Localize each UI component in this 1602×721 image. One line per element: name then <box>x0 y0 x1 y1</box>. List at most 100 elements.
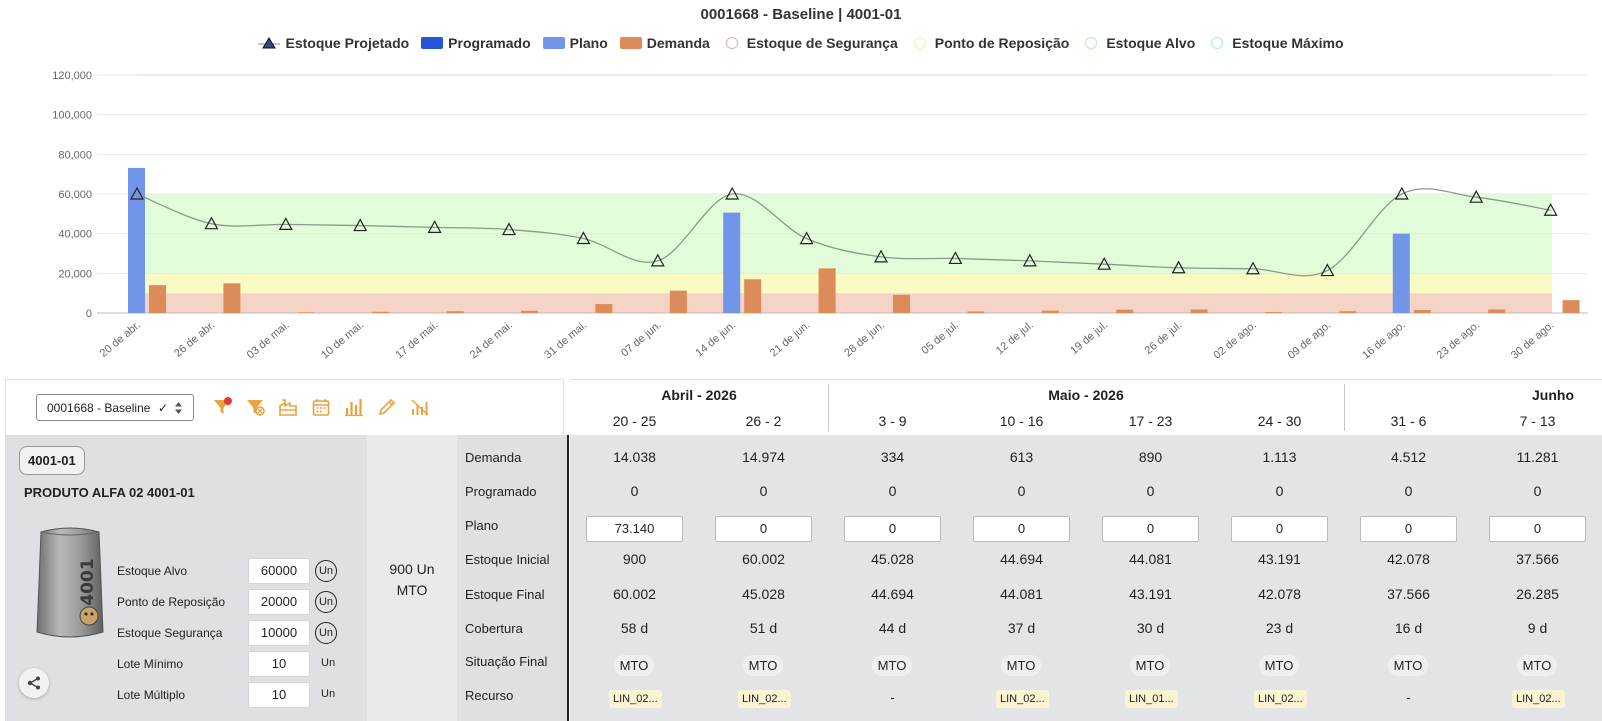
plano-input[interactable]: 0 <box>1231 516 1328 542</box>
param-input[interactable]: 10000 <box>248 620 310 646</box>
resource-empty: - <box>1406 690 1411 705</box>
share-button[interactable] <box>19 668 49 698</box>
legend-item-5[interactable]: Ponto de Reposição <box>910 35 1069 51</box>
legend-item-7[interactable]: Estoque Máximo <box>1207 35 1344 51</box>
bar-chart-button[interactable] <box>343 396 365 418</box>
bar-demanda[interactable] <box>967 311 985 313</box>
y-tick-label: 0 <box>86 308 92 320</box>
point-estoque-projetado[interactable] <box>1245 261 1261 275</box>
point-estoque-projetado[interactable] <box>1543 203 1558 216</box>
point-estoque-projetado[interactable] <box>1097 256 1112 270</box>
point-estoque-projetado[interactable] <box>1022 253 1037 267</box>
bar-demanda[interactable] <box>1116 309 1134 313</box>
scenario-select[interactable]: 0001668 - Baseline ✓ <box>36 394 194 421</box>
calendar-button[interactable] <box>310 396 332 418</box>
param-input[interactable]: 10 <box>248 682 310 708</box>
point-estoque-projetado[interactable] <box>1394 186 1409 200</box>
pencil-button[interactable] <box>376 396 398 418</box>
plano-input[interactable]: 0 <box>1489 516 1586 542</box>
param-input[interactable]: 10 <box>248 651 310 677</box>
resource-chip[interactable]: LIN_02... <box>738 690 791 708</box>
plano-input[interactable]: 0 <box>715 516 812 542</box>
x-tick-label: 10 de mai. <box>319 319 366 361</box>
plano-input[interactable]: 0 <box>1102 516 1199 542</box>
legend-item-3[interactable]: Demanda <box>619 35 710 51</box>
plano-input[interactable]: 0 <box>1360 516 1457 542</box>
chart-off-icon <box>411 399 429 416</box>
resource-chip[interactable]: LIN_02... <box>609 690 662 708</box>
bar-plano[interactable] <box>128 167 145 313</box>
legend-item-2[interactable]: Plano <box>542 35 608 51</box>
point-estoque-projetado[interactable] <box>1320 263 1335 277</box>
param-label: Estoque Alvo <box>117 564 188 578</box>
plano-input[interactable]: 0 <box>844 516 941 542</box>
unit-button[interactable]: Un <box>315 560 337 582</box>
legend-item-0[interactable]: Estoque Projetado <box>258 35 409 51</box>
filter-button[interactable] <box>211 396 233 418</box>
point-estoque-projetado[interactable] <box>650 253 665 267</box>
cell-programado: 0 <box>630 483 639 499</box>
point-estoque-projetado[interactable] <box>1171 260 1186 274</box>
bar-demanda[interactable] <box>595 304 613 313</box>
week-header: 7 - 13 <box>1519 413 1556 429</box>
legend-item-6[interactable]: Estoque Alvo <box>1081 35 1195 51</box>
bar-demanda[interactable] <box>893 294 910 313</box>
week-header: 24 - 30 <box>1257 413 1302 429</box>
bar-plano[interactable] <box>1392 233 1410 313</box>
bar-demanda[interactable] <box>1339 311 1357 313</box>
resource-chip[interactable]: LIN_02... <box>996 690 1049 708</box>
point-estoque-projetado[interactable] <box>353 218 368 232</box>
bar-demanda[interactable] <box>669 290 687 313</box>
bar-demanda[interactable] <box>372 311 390 313</box>
point-estoque-projetado[interactable] <box>873 249 889 263</box>
point-estoque-projetado[interactable] <box>799 231 814 245</box>
param-input[interactable]: 60000 <box>248 558 310 584</box>
chart-off-button[interactable] <box>409 396 431 418</box>
point-estoque-projetado[interactable] <box>204 216 219 230</box>
bar-demanda[interactable] <box>521 310 538 313</box>
legend-item-1[interactable]: Programado <box>421 35 531 51</box>
bar-demanda[interactable] <box>223 283 241 313</box>
situation-badge: MTO <box>1130 655 1170 676</box>
unit-button[interactable]: Un <box>315 622 337 644</box>
band-1 <box>137 273 1552 294</box>
point-estoque-projetado[interactable] <box>501 222 517 236</box>
point-estoque-projetado[interactable] <box>576 231 591 245</box>
bar-plano[interactable] <box>723 212 741 313</box>
bar-demanda[interactable] <box>1265 312 1282 313</box>
bar-demanda[interactable] <box>1488 309 1506 313</box>
param-input[interactable]: 20000 <box>248 589 310 615</box>
resource-chip[interactable]: LIN_02... <box>1512 690 1565 708</box>
factory-button[interactable] <box>277 396 299 418</box>
bar-demanda[interactable] <box>446 311 464 313</box>
bar-demanda[interactable] <box>149 285 166 313</box>
row-label: Programado <box>465 484 537 499</box>
point-estoque-projetado[interactable] <box>129 186 145 200</box>
point-estoque-projetado[interactable] <box>427 220 442 233</box>
bar-demanda[interactable] <box>1190 309 1208 313</box>
situation-badge: MTO <box>872 655 912 676</box>
calendar-icon <box>312 399 330 416</box>
resource-chip[interactable]: LIN_01... <box>1125 690 1178 708</box>
row-label: Estoque Inicial <box>465 552 550 567</box>
bar-demanda[interactable] <box>1041 310 1059 313</box>
point-estoque-projetado[interactable] <box>1469 189 1484 203</box>
bar-demanda[interactable] <box>744 279 762 313</box>
legend-item-4[interactable]: Estoque de Segurança <box>722 35 898 51</box>
x-tick-label: 28 de jun. <box>842 319 887 359</box>
bar-demanda[interactable] <box>818 268 836 313</box>
bar-demanda[interactable] <box>297 312 315 313</box>
point-estoque-projetado[interactable] <box>278 217 293 230</box>
x-tick-label: 26 de jul. <box>1143 319 1185 357</box>
resource-chip[interactable]: LIN_02... <box>1254 690 1307 708</box>
point-estoque-projetado[interactable] <box>948 251 963 265</box>
filter-clear-button[interactable] <box>244 396 266 418</box>
bar-demanda[interactable] <box>1413 310 1431 313</box>
unit-button[interactable]: Un <box>315 591 337 613</box>
plano-input[interactable]: 0 <box>973 516 1070 542</box>
cell-cobertura: 16 d <box>1394 620 1423 636</box>
point-estoque-projetado[interactable] <box>725 186 740 200</box>
bar-demanda[interactable] <box>1562 300 1580 313</box>
legend-swatch <box>421 37 444 49</box>
plano-input[interactable]: 73.140 <box>586 516 683 542</box>
